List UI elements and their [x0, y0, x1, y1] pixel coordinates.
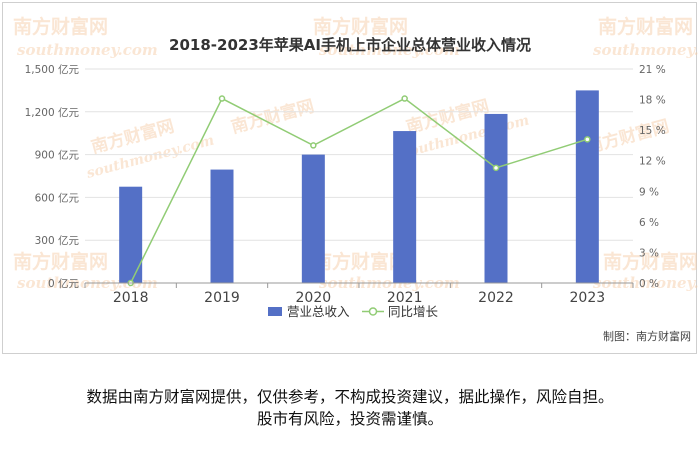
x-tick-label: 2019: [204, 290, 240, 306]
legend-label-revenue[interactable]: 营业总收入: [287, 304, 350, 319]
legend-swatch-revenue[interactable]: [268, 307, 282, 316]
x-axis: 2018 2019 2020 2021 2022 2023: [84, 282, 634, 306]
y-right-tick-label: 3 %: [639, 247, 659, 259]
growth-line: [129, 97, 588, 284]
x-tick-label: 2021: [387, 290, 423, 306]
y-right-tick-label: 6 %: [639, 217, 659, 229]
y-right-tick-label: 21 %: [639, 64, 666, 76]
disclaimer-line-1: 数据由南方财富网提供，仅供参考，不构成投资建议，据此操作，风险自担。: [86, 388, 614, 406]
x-tick-label: 2023: [570, 290, 606, 306]
y-left-tick-label: 1,200 亿元: [25, 106, 80, 119]
watermark-text: 南方财富网: [313, 15, 408, 38]
chart-title: 2018-2023年苹果AI手机上市企业总体营业收入情况: [169, 36, 531, 54]
y-left-tick-label: 900 亿元: [35, 149, 80, 162]
legend-label-growth[interactable]: 同比增长: [388, 304, 439, 319]
y-right-tick-label: 0 %: [639, 278, 659, 290]
watermark-text: 南方财富网: [13, 250, 108, 273]
line-series: [127, 95, 591, 287]
left-axis: 0 亿元 300 亿元 600 亿元 900 亿元 1,200 亿元 1,500 亿元: [25, 63, 80, 290]
y-right-tick-label: 18 %: [639, 95, 666, 107]
bar-series: [119, 90, 599, 284]
watermark-text: 南方财富网: [603, 250, 698, 273]
watermark-text: southmoney.com: [17, 41, 158, 59]
growth-point-2023[interactable]: [584, 136, 591, 143]
watermark-text: 南方财富网: [229, 96, 317, 138]
growth-point-2020[interactable]: [310, 142, 317, 149]
growth-point-2022[interactable]: [492, 164, 500, 172]
watermark-text: southmoney.com: [593, 274, 698, 292]
growth-point-2019[interactable]: [218, 95, 226, 102]
y-left-tick-label: 0 亿元: [48, 277, 80, 290]
bar-2022[interactable]: [484, 113, 508, 283]
source-label: 制图：南方财富网: [603, 329, 691, 343]
watermark-text: southmoney.com: [319, 41, 460, 59]
y-right-tick-label: 12 %: [639, 156, 666, 168]
growth-point-2021[interactable]: [401, 95, 408, 102]
bar-2018[interactable]: [119, 186, 143, 283]
x-tick-label: 2018: [113, 290, 149, 306]
y-left-tick-label: 1,500 亿元: [25, 63, 80, 76]
bar-2020[interactable]: [301, 154, 325, 283]
right-axis: 0 % 3 % 6 % 9 % 12 % 15 % 18 % 21 %: [639, 64, 666, 290]
chart-svg: 南方财富网 southmoney.com 南方财富网 southmoney.co…: [13, 15, 698, 343]
y-left-tick-label: 300 亿元: [35, 234, 80, 247]
y-right-tick-label: 9 %: [639, 186, 659, 198]
y-left-tick-label: 600 亿元: [35, 191, 80, 204]
bar-2023[interactable]: [575, 90, 599, 284]
watermark-text: 南方财富网: [13, 15, 108, 38]
bar-2019[interactable]: [210, 169, 234, 283]
x-tick-label: 2022: [478, 290, 514, 306]
watermark-text: 南方财富网: [598, 15, 693, 38]
legend-swatch-growth-marker[interactable]: [368, 307, 378, 316]
watermark-text: southmoney.com: [593, 41, 698, 59]
y-right-tick-label: 15 %: [639, 125, 666, 137]
bar-2021[interactable]: [393, 131, 417, 283]
legend[interactable]: 营业总收入 同比增长: [268, 304, 439, 319]
watermark-text: 南方财富网: [313, 250, 408, 273]
disclaimer-line-2: 股市有风险，投资需谨慎。: [256, 410, 443, 428]
x-tick-label: 2020: [296, 290, 332, 306]
chart-container: 南方财富网 southmoney.com 南方财富网 southmoney.co…: [2, 2, 698, 354]
